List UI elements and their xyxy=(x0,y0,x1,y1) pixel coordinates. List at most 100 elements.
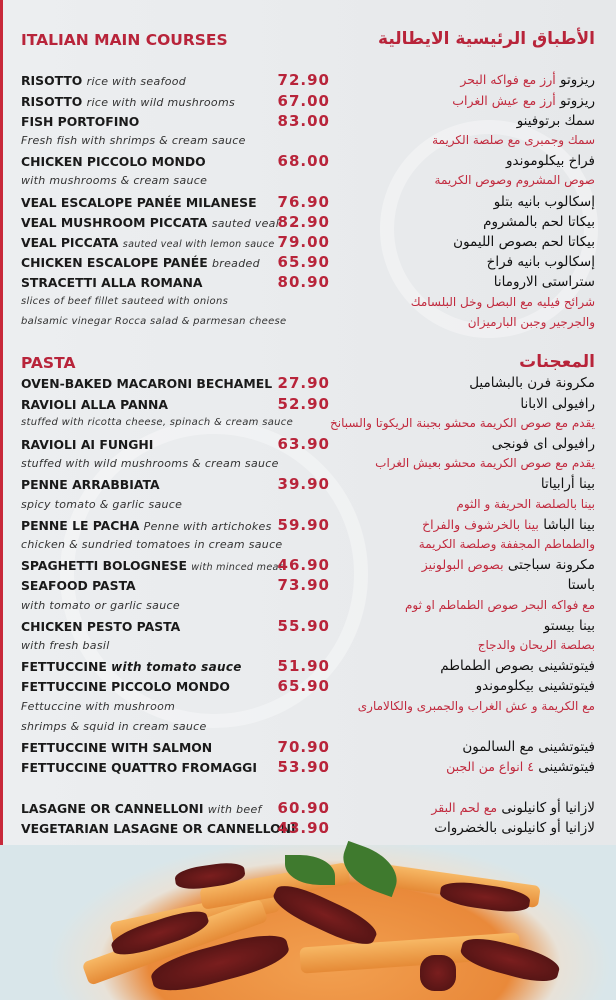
menu-item: FETTUCCINE WITH SALMON 70.90 فيتوتشينى مع … xyxy=(0,738,616,758)
arabic-text: فيتوتشينى بيكلوموندو xyxy=(476,678,595,694)
menu-item-description: Fettuccine with mushroom مع الكريمة و عش … xyxy=(0,698,616,718)
item-name: SEAFOOD PASTA xyxy=(21,578,136,593)
item-description-text: Fresh fish with shrimps & cream sauce xyxy=(21,134,246,147)
arabic-name: مكرونة سباجتى xyxy=(507,557,595,574)
item-price: 65.90 xyxy=(277,677,330,696)
arabic-text: بينا بالصلصة الحريفة و الثوم xyxy=(456,497,595,511)
item-description-text: stuffed with ricotta cheese, spinach & c… xyxy=(21,416,294,428)
item-name: OVEN-BAKED MACARONI BECHAMEL xyxy=(21,376,272,391)
item-description: Fettuccine with mushroom xyxy=(21,700,175,713)
arabic-description: أرز مع فواكه البحر xyxy=(460,72,556,88)
item-price: 79.00 xyxy=(277,233,330,251)
item-name: CHICKEN PESTO PASTA xyxy=(21,619,180,634)
item-description-text: with fresh basil xyxy=(21,639,110,652)
item-price: 51.90 xyxy=(277,657,330,676)
arabic-text: سمك وجمبرى مع صلصة الكريمة xyxy=(432,133,595,147)
item-price: 82.90 xyxy=(277,212,330,231)
menu-item: PENNE ARRABBIATA 39.90 بينا أرابياتا xyxy=(0,475,616,495)
item-description-text: with mushrooms & cream sauce xyxy=(21,174,208,188)
arabic-text: مع الكريمة و عش الغراب والجمبرى والكالام… xyxy=(358,699,595,713)
item-description: with mushrooms & cream sauce xyxy=(21,174,207,187)
item-name: SPAGHETTI BOLOGNESE with minced meat xyxy=(21,558,283,573)
menu-item: VEAL MUSHROOM PICCATA sauted veal 82.90 بي… xyxy=(0,213,616,233)
item-name-text: FISH PORTOFINO xyxy=(21,113,140,129)
item-description: with minced meat xyxy=(191,562,283,574)
section-heading: PASTA المعجنات xyxy=(0,352,616,374)
item-name: RAVIOLI ALLA PANNA xyxy=(21,397,168,412)
arabic-name: مكرونة فرن بالبشاميل xyxy=(469,375,595,392)
arabic-name: بينا الباشا xyxy=(543,516,595,533)
arabic-description: ٤ انواع من الجبن xyxy=(446,759,534,775)
arabic-description: بينا بالخرشوف والفراخ xyxy=(422,516,539,532)
arabic-name: فيتوتشينى بيكلوموندو xyxy=(475,678,595,695)
arabic-text: فيتوتشينى ٤ انواع من الجبن xyxy=(446,759,595,775)
arabic-text: الأطباق الرئيسية الايطالية xyxy=(378,29,595,49)
item-name-text: PENNE LE PACHA xyxy=(21,517,140,533)
arabic-text: لازانيا أو كانيلونى مع لحم البقر xyxy=(431,800,595,816)
arabic-name: بيكاتا لحم بالمشروم xyxy=(483,213,595,230)
item-price: 67.00 xyxy=(277,91,330,110)
arabic-text: إسكالوب بانيه فراخ xyxy=(487,254,595,270)
item-name: FETTUCCINE WITH SALMON xyxy=(21,740,212,755)
arabic-text: ستراستى الارومانا xyxy=(494,274,595,290)
menu-item-description: Fresh fish with shrimps & cream sauce سمك… xyxy=(0,132,616,152)
menu-item: FETTUCCINE QUATTRO FROMAGGI 53.90 فيتوتشين… xyxy=(0,758,616,778)
arabic-name: فيتوتشينى بصوص الطماطم xyxy=(440,658,595,675)
item-name: FISH PORTOFINO xyxy=(21,114,139,129)
menu-item: FISH PORTOFINO 83.00 سمك برتوفينو xyxy=(0,112,616,132)
item-name: CHICKEN ESCALOPE PANÉE breaded xyxy=(21,255,260,270)
menu-item: SPAGHETTI BOLOGNESE with minced meat 46.9… xyxy=(0,556,616,576)
item-price: 43.90 xyxy=(277,818,330,837)
item-name-text: RISOTTO xyxy=(21,73,83,89)
item-price: 60.90 xyxy=(277,798,330,817)
item-name: FETTUCCINE QUATTRO FROMAGGI xyxy=(21,760,257,775)
item-description-text: Fettuccine with mushroom xyxy=(21,699,176,713)
menu-item-description: with mushrooms & cream sauce صوص المشروم … xyxy=(0,172,616,192)
item-description: spicy tomato & garlic sauce xyxy=(21,498,182,511)
item-name-text: PENNE ARRABBIATA xyxy=(21,477,160,493)
item-name-text: RAVIOLI AI FUNGHI xyxy=(21,437,154,452)
arabic-name: لازانيا أو كانيلونى بالخضروات xyxy=(434,819,595,836)
item-description: with tomato or garlic sauce xyxy=(21,599,180,612)
arabic-description: أرز مع عيش الغراب xyxy=(452,92,556,108)
arabic-text: فيتوتشينى مع السالمون xyxy=(462,739,595,755)
arabic-text: والجرجير وجبن البارميزان xyxy=(468,315,595,329)
item-name: FETTUCCINE with tomato sauce xyxy=(21,659,242,674)
item-description: with tomato sauce xyxy=(111,660,242,675)
item-price: 65.90 xyxy=(277,253,330,272)
item-name-text: SPAGHETTI BOLOGNESE xyxy=(21,558,187,574)
item-name-text: LASAGNE OR CANNELLONI xyxy=(21,800,204,816)
arabic-text: بينا بيستو xyxy=(544,618,595,634)
item-price: 76.90 xyxy=(277,192,330,211)
arabic-name: رافيولى الابانا xyxy=(520,395,595,412)
item-description-text: stuffed with wild mushrooms & cream sauc… xyxy=(21,457,279,471)
item-name: STRACETTI ALLA ROMANA xyxy=(21,275,202,290)
arabic-name: ريزوتو xyxy=(560,92,595,109)
arabic-text: مع فواكه البحر صوص الطماطم او ثوم xyxy=(405,598,595,612)
menu-item-description: balsamic vinegar Rocca salad & parmesan … xyxy=(0,314,616,334)
arabic-text: رافيولى الابانا xyxy=(520,396,595,412)
item-price: 52.90 xyxy=(277,394,330,413)
item-price: 55.90 xyxy=(277,616,330,635)
item-name-text: PASTA xyxy=(21,354,76,373)
item-name: RAVIOLI AI FUNGHI xyxy=(21,437,153,452)
arabic-text: مكرونة سباجتى بصوص البولونيز xyxy=(422,557,595,573)
item-name-text: FETTUCCINE QUATTRO FROMAGGI xyxy=(21,760,257,776)
arabic-name: فيتوتشينى xyxy=(538,759,595,776)
arabic-text: رافيولى اى فونجى xyxy=(492,436,595,452)
item-price: 70.90 xyxy=(277,738,330,756)
arabic-text: ريزوتو أرز مع فواكه البحر xyxy=(460,72,595,88)
arabic-name: إسكالوب بانيه فراخ xyxy=(486,254,595,271)
arabic-name: بينا أرابياتا xyxy=(540,476,595,493)
item-name-text: RAVIOLI ALLA PANNA xyxy=(21,396,168,412)
arabic-description: يقدم مع صوص الكريمة محشو بجبنة الريكوتا … xyxy=(330,415,595,430)
item-name-text: ITALIAN MAIN COURSES xyxy=(21,31,228,49)
item-price: 27.90 xyxy=(277,374,330,393)
item-description-text: shrimps & squid in cream sauce xyxy=(21,719,207,733)
menu-item: VEGETARIAN LASAGNE OR CANNELLONI 43.90 لاز… xyxy=(0,819,616,839)
item-name-text: VEAL MUSHROOM PICCATA xyxy=(21,214,208,230)
item-name: LASAGNE OR CANNELLONI with beef xyxy=(21,801,262,816)
item-name-text: VEAL PICCATA xyxy=(21,235,119,250)
item-description-text: balsamic vinegar Rocca salad & parmesan … xyxy=(21,315,287,327)
arabic-description: بصوص البولونيز xyxy=(421,557,504,573)
